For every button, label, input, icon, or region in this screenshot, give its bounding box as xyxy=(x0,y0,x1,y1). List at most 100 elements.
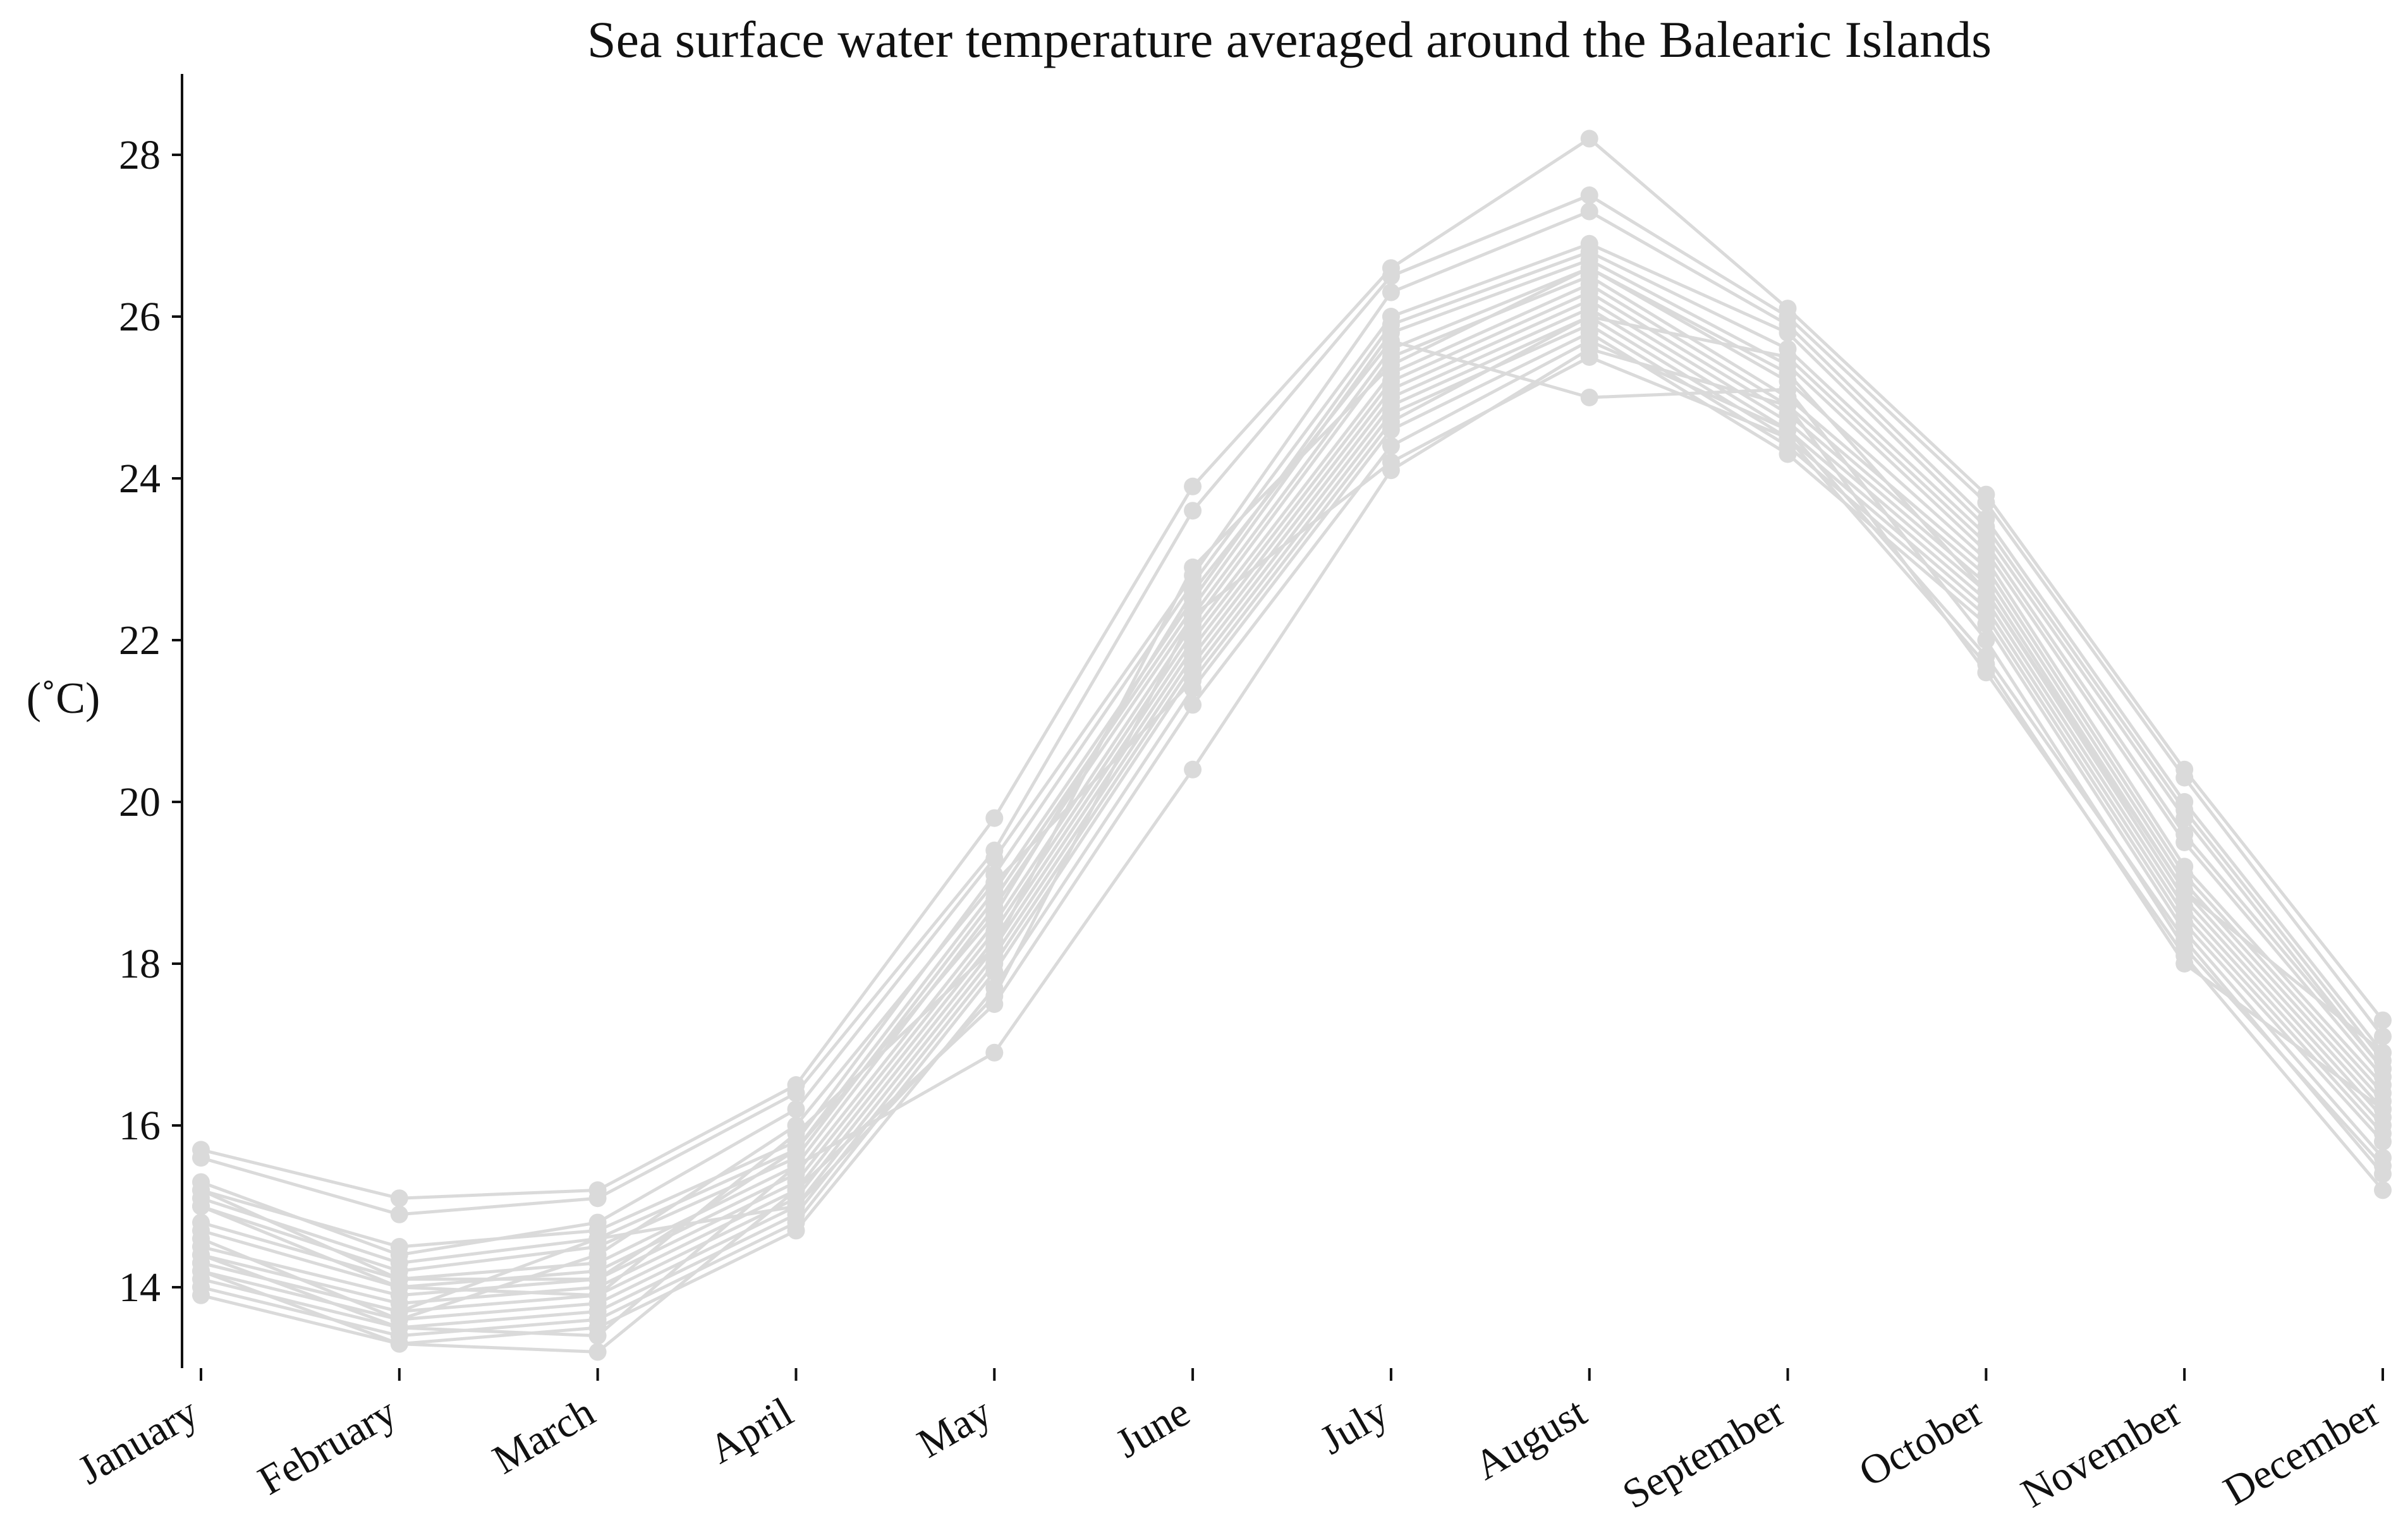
x-tick-label: October xyxy=(1851,1389,1991,1496)
x-tick-label: May xyxy=(909,1389,999,1467)
data-point xyxy=(1977,631,1995,649)
data-point xyxy=(1580,348,1598,366)
chart-title: Sea surface water temperature averaged a… xyxy=(587,11,1992,68)
y-tick-label: 16 xyxy=(119,1103,161,1149)
data-point xyxy=(192,1181,210,1199)
data-point xyxy=(588,1230,607,1248)
data-point xyxy=(985,874,1004,892)
data-point xyxy=(192,1254,210,1272)
data-point xyxy=(192,1149,210,1167)
data-point xyxy=(1580,186,1598,204)
series-18 xyxy=(192,332,2392,1288)
data-point xyxy=(1184,583,1202,601)
x-tick-label: March xyxy=(485,1389,602,1483)
y-tick-label: 20 xyxy=(119,779,161,825)
series-9 xyxy=(192,275,2392,1304)
data-point xyxy=(1382,332,1400,350)
data-point xyxy=(1779,380,1797,399)
data-point xyxy=(1184,558,1202,576)
data-point xyxy=(2374,1157,2392,1175)
data-point xyxy=(2374,1132,2392,1151)
series-line xyxy=(200,274,2384,1289)
data-point xyxy=(1779,445,1797,463)
data-point xyxy=(787,1197,805,1215)
data-point xyxy=(787,1100,805,1119)
data-point xyxy=(2175,825,2194,844)
data-point xyxy=(787,1084,805,1102)
data-point xyxy=(1184,760,1202,779)
data-point xyxy=(1382,413,1400,431)
series-line xyxy=(200,258,2384,1273)
series-21 xyxy=(192,348,2392,1321)
data-point xyxy=(1580,308,1598,325)
y-tick-label: 28 xyxy=(119,132,161,178)
data-point xyxy=(1779,429,1797,447)
data-point xyxy=(1184,477,1202,495)
data-point xyxy=(588,1270,607,1288)
series-10 xyxy=(192,283,2392,1313)
data-point xyxy=(985,938,1004,957)
data-point xyxy=(985,962,1004,981)
x-tick-label: August xyxy=(1467,1389,1595,1489)
data-point xyxy=(192,1230,210,1248)
data-point xyxy=(787,1157,805,1175)
series-line xyxy=(200,315,2384,1330)
data-point xyxy=(1779,348,1797,366)
series-line xyxy=(200,347,2384,1338)
series-4 xyxy=(192,234,2392,1256)
data-point xyxy=(2175,938,2194,957)
data-point xyxy=(1382,437,1400,455)
x-tick-label: July xyxy=(1313,1389,1396,1464)
series-line xyxy=(200,210,2384,1257)
y-tick-label: 22 xyxy=(119,617,161,664)
data-point xyxy=(588,1343,607,1361)
series-7 xyxy=(192,259,2392,1288)
y-tick-label: 24 xyxy=(119,456,161,502)
data-point xyxy=(787,1124,805,1143)
data-point xyxy=(985,809,1004,827)
data-point xyxy=(1382,356,1400,374)
series-15 xyxy=(192,324,2392,1353)
data-point xyxy=(588,1286,607,1304)
data-point xyxy=(1184,672,1202,689)
data-point xyxy=(1779,396,1797,415)
series-layer xyxy=(192,130,2392,1361)
data-point xyxy=(1977,534,1995,552)
data-point xyxy=(1580,259,1598,277)
data-point xyxy=(588,1189,607,1208)
data-point xyxy=(192,1197,210,1215)
data-point xyxy=(2175,955,2194,973)
data-point xyxy=(588,1246,607,1264)
data-point xyxy=(390,1238,408,1256)
y-axis-ticks: 14 16 18 20 22 24 26 28 xyxy=(119,132,182,1311)
data-point xyxy=(1382,267,1400,285)
data-point xyxy=(2175,768,2194,787)
data-point xyxy=(2175,882,2194,900)
data-point xyxy=(2374,1181,2392,1199)
y-tick-label: 14 xyxy=(119,1264,161,1311)
data-point xyxy=(1382,453,1400,471)
data-point xyxy=(1779,364,1797,382)
series-line xyxy=(200,250,2384,1265)
data-point xyxy=(985,1043,1004,1062)
x-tick-label: December xyxy=(2216,1389,2387,1515)
y-axis-label: (˚C) xyxy=(27,674,100,723)
y-tick-label: 18 xyxy=(119,941,161,987)
series-line xyxy=(200,331,2384,1346)
data-point xyxy=(1977,615,1995,633)
data-point xyxy=(390,1302,408,1321)
data-point xyxy=(985,906,1004,925)
series-line xyxy=(200,266,2384,1297)
data-point xyxy=(390,1335,408,1353)
series-16 xyxy=(192,332,2392,1361)
data-point xyxy=(2175,809,2194,827)
data-point xyxy=(787,1181,805,1199)
x-tick-label: February xyxy=(250,1389,404,1504)
data-point xyxy=(985,987,1004,1005)
series-20 xyxy=(192,259,2392,1304)
data-point xyxy=(1184,607,1202,625)
x-tick-label: June xyxy=(1108,1389,1197,1467)
data-point xyxy=(390,1205,408,1223)
series-line xyxy=(200,242,2384,1249)
